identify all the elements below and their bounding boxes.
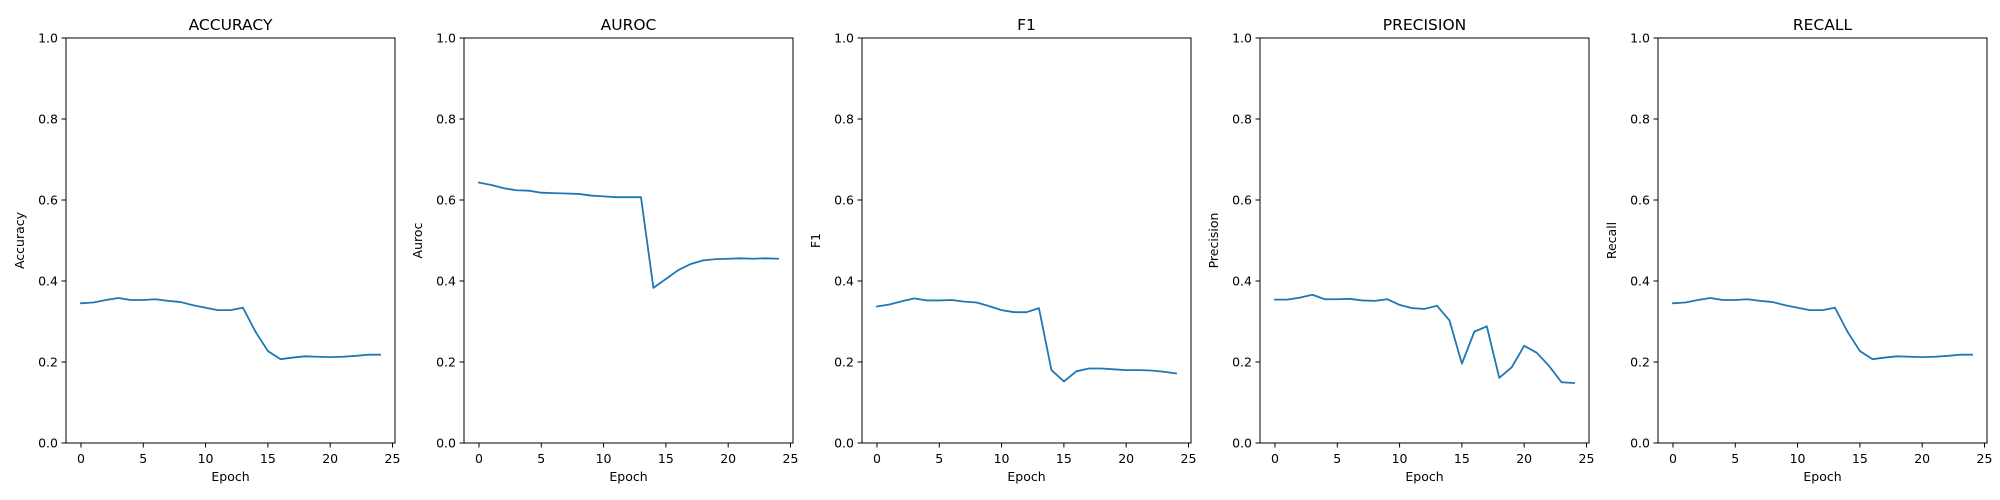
axes-frame	[1657, 37, 1988, 444]
x-axis-label: Epoch	[609, 469, 647, 484]
x-axis-label: Epoch	[1803, 469, 1841, 484]
x-tick-label: 0	[1271, 451, 1279, 466]
x-tick-label: 15	[1454, 451, 1470, 466]
y-tick-label: 0.0	[834, 436, 854, 451]
x-tick-label: 15	[1852, 451, 1868, 466]
series-line	[1671, 297, 1973, 361]
y-tick-label: 0.8	[834, 112, 854, 127]
chart-panel: 0.0 0.2 0.4 0.6 0.8 1.0 0 5 10 15 20 25 PRECISION Epo…	[1206, 16, 1594, 484]
chart-title: PRECISION	[1383, 16, 1467, 34]
series-line	[1274, 293, 1576, 385]
y-tick-label: 0.6	[834, 193, 854, 208]
x-tick-label: 5	[139, 451, 147, 466]
y-tick-label: 0.6	[38, 193, 58, 208]
series-line	[477, 181, 779, 289]
x-tick-label: 25	[1579, 451, 1595, 466]
x-tick-label: 20	[1118, 451, 1134, 466]
x-tick-label: 10	[596, 451, 612, 466]
x-tick-label: 5	[935, 451, 943, 466]
x-tick-label: 5	[1333, 451, 1341, 466]
y-tick-label: 0.2	[834, 355, 854, 370]
x-tick-label: 10	[994, 451, 1010, 466]
x-tick-label: 0	[77, 451, 85, 466]
x-tick-label: 0	[873, 451, 881, 466]
y-tick-label: 0.2	[38, 355, 58, 370]
x-axis-label: Epoch	[211, 469, 249, 484]
y-tick-label: 0.4	[1232, 274, 1252, 289]
y-tick-label: 0.0	[436, 436, 456, 451]
x-tick-label: 15	[260, 451, 276, 466]
y-axis-label: Precision	[1206, 213, 1221, 269]
y-tick-label: 0.4	[1630, 274, 1650, 289]
x-tick-label: 25	[783, 451, 799, 466]
x-tick-label: 20	[322, 451, 338, 466]
x-tick-label: 25	[1181, 451, 1197, 466]
x-tick-label: 5	[537, 451, 545, 466]
y-axis-label: Accuracy	[12, 211, 27, 269]
x-tick-label: 25	[1977, 451, 1993, 466]
y-tick-label: 0.8	[1232, 112, 1252, 127]
x-tick-label: 10	[1392, 451, 1408, 466]
series-line	[79, 297, 381, 361]
y-tick-label: 0.0	[1630, 436, 1650, 451]
y-tick-label: 1.0	[38, 31, 58, 46]
y-tick-label: 1.0	[1232, 31, 1252, 46]
x-tick-label: 15	[658, 451, 674, 466]
y-tick-label: 0.6	[1232, 193, 1252, 208]
chart-title: ACCURACY	[189, 16, 273, 34]
chart-panel: 0.0 0.2 0.4 0.6 0.8 1.0 0 5 10 15 20 25 F1 Epoch F1	[808, 16, 1196, 484]
y-tick-label: 0.0	[1232, 436, 1252, 451]
x-tick-label: 0	[1669, 451, 1677, 466]
y-axis-label: Recall	[1604, 222, 1619, 259]
x-tick-label: 20	[720, 451, 736, 466]
x-tick-label: 20	[1914, 451, 1930, 466]
series-line	[875, 297, 1178, 383]
y-tick-label: 0.6	[436, 193, 456, 208]
y-tick-label: 0.2	[1232, 355, 1252, 370]
x-tick-label: 15	[1056, 451, 1072, 466]
y-tick-label: 0.0	[38, 436, 58, 451]
x-tick-label: 25	[385, 451, 401, 466]
y-tick-label: 1.0	[1630, 31, 1650, 46]
chart-panel: 0.0 0.2 0.4 0.6 0.8 1.0 0 5 10 15 20 25 ACCURACY Epoc…	[12, 16, 400, 484]
x-tick-label: 0	[475, 451, 483, 466]
chart-panel: 0.0 0.2 0.4 0.6 0.8 1.0 0 5 10 15 20 25 RECALL Epoch R…	[1604, 16, 1992, 484]
axes-frame	[65, 37, 396, 444]
y-axis-label: Auroc	[410, 222, 425, 258]
chart-title: AUROC	[601, 16, 657, 34]
y-tick-label: 0.2	[436, 355, 456, 370]
y-axis-label: F1	[808, 233, 823, 248]
y-tick-label: 0.4	[834, 274, 854, 289]
x-tick-label: 20	[1516, 451, 1532, 466]
chart-title: F1	[1017, 16, 1036, 34]
chart-panel: 0.0 0.2 0.4 0.6 0.8 1.0 0 5 10 15 20 25 AUROC Epoch Au…	[410, 16, 798, 484]
x-tick-label: 10	[198, 451, 214, 466]
y-tick-label: 0.8	[1630, 112, 1650, 127]
y-tick-label: 0.6	[1630, 193, 1650, 208]
x-tick-label: 10	[1790, 451, 1806, 466]
y-tick-label: 0.2	[1630, 355, 1650, 370]
y-tick-label: 0.4	[38, 274, 58, 289]
x-axis-label: Epoch	[1007, 469, 1045, 484]
y-tick-label: 0.8	[38, 112, 58, 127]
y-tick-label: 1.0	[834, 31, 854, 46]
axes-frame	[463, 37, 794, 444]
chart-title: RECALL	[1793, 16, 1853, 34]
axes-frame	[861, 37, 1192, 444]
axes-frame	[1259, 37, 1590, 444]
y-tick-label: 1.0	[436, 31, 456, 46]
x-axis-label: Epoch	[1405, 469, 1443, 484]
y-tick-label: 0.4	[436, 274, 456, 289]
x-tick-label: 5	[1731, 451, 1739, 466]
y-tick-label: 0.8	[436, 112, 456, 127]
